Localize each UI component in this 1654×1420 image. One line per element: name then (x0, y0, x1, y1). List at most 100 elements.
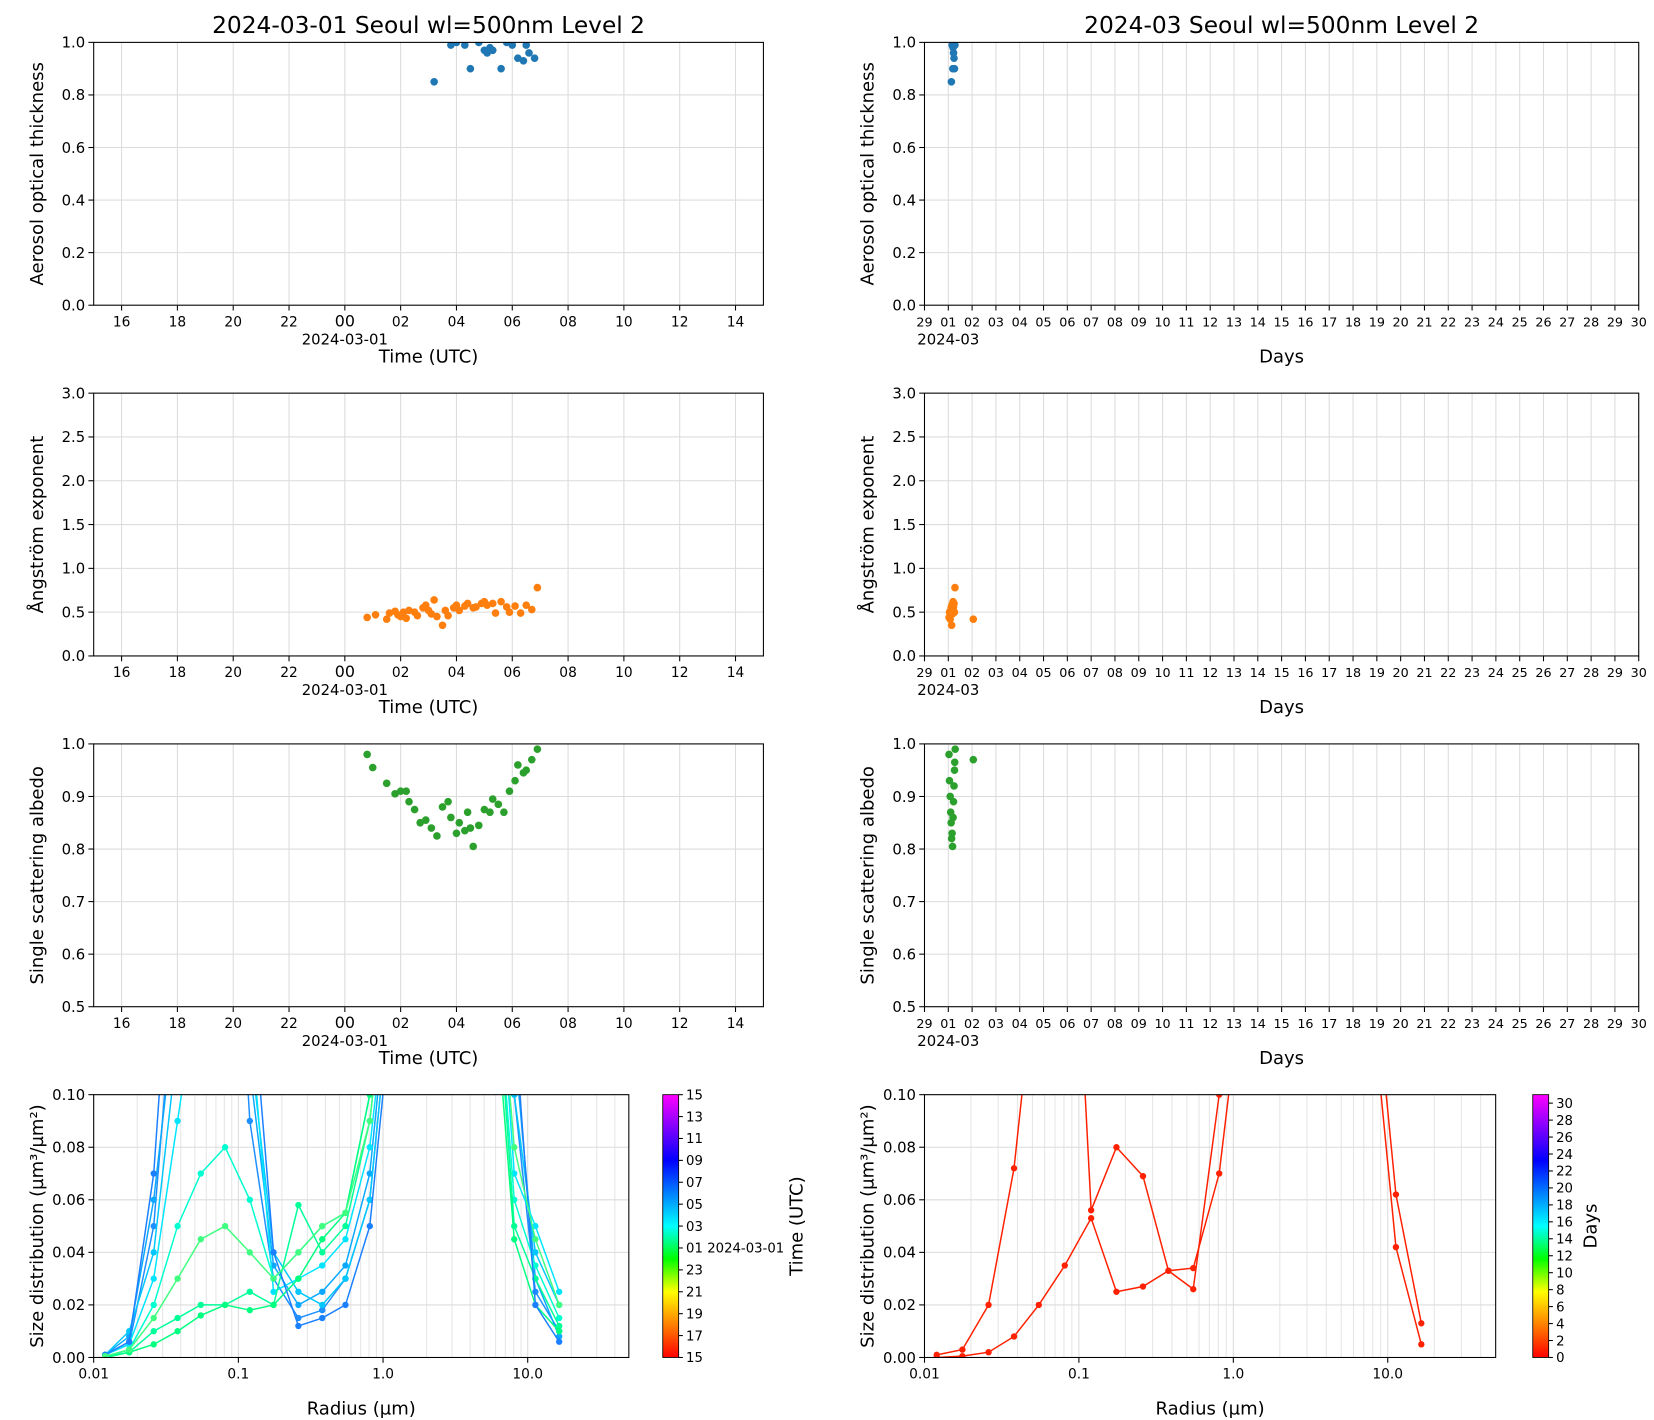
y-tick-label: 0.06 (883, 1192, 916, 1209)
point (522, 42, 531, 49)
x-tick-label: 27 (1559, 314, 1575, 329)
x-tick-label: 16 (1297, 1016, 1313, 1031)
point (555, 1328, 563, 1335)
point (415, 829, 421, 835)
point (1113, 1144, 1120, 1151)
point (1216, 1094, 1223, 1098)
point (430, 596, 438, 604)
plot-area (101, 566, 563, 1358)
x-tick-label: 15 (1274, 665, 1290, 680)
colorbar-tick-label: 17 (686, 1329, 703, 1344)
x-tick-label: 10.0 (512, 1367, 543, 1383)
point (497, 597, 505, 606)
point (455, 818, 464, 827)
point (527, 755, 536, 764)
x-tick-label: 29 (916, 314, 932, 329)
point (969, 755, 978, 764)
point (246, 1196, 253, 1203)
date-label: 2024-03-01 (302, 682, 388, 699)
x-tick-label: 03 (988, 1016, 1004, 1031)
point (486, 808, 494, 817)
y-tick-label: 0.2 (62, 245, 86, 262)
point (1241, 881, 1247, 887)
x-tick-label: 09 (1131, 665, 1147, 680)
y-tick-label: 0.0 (62, 297, 86, 314)
point (174, 1314, 181, 1322)
x-tick-label: 04 (1012, 314, 1028, 329)
point (319, 1249, 326, 1256)
x-tick-label: 11 (1178, 1016, 1194, 1031)
panel: 29 01 02 03 04 05 06 07 08 09 10 11 12 13 14 15 16 17 18 19… (858, 736, 1647, 1069)
x-tick-label: 06 (1059, 665, 1075, 680)
point (949, 813, 957, 822)
x-tick-label: 04 (448, 665, 466, 681)
x-tick-label: 22 (1440, 314, 1456, 329)
point (198, 566, 204, 572)
x-tick-label: 18 (169, 1016, 187, 1032)
x-tick-label: 29 (1607, 1016, 1623, 1031)
point (413, 611, 422, 620)
point (342, 1222, 349, 1230)
x-tick-label: 04 (448, 1016, 466, 1032)
colorbar-tick-label: 6 (1556, 1300, 1564, 1315)
x-tick-label: 27 (1559, 1016, 1575, 1031)
x-tick-label: 1.0 (372, 1367, 394, 1383)
point (150, 1314, 157, 1322)
point (270, 1301, 277, 1309)
point (950, 608, 959, 616)
panel: 16 18 20 22 00 02 04 06 08 10 12 14 0.0 0.2 0.4 0.6 0.8 1… (27, 12, 764, 367)
axes-frame (923, 41, 1640, 306)
y-tick-label: 0.6 (62, 946, 86, 963)
point (947, 77, 956, 86)
point (1392, 1191, 1400, 1198)
point (222, 829, 228, 835)
x-tick-label: 18 (169, 665, 187, 681)
x-tick-label: 28 (1583, 1016, 1599, 1031)
x-tick-label: 08 (559, 1016, 577, 1032)
y-tick-label: 0.8 (892, 87, 916, 104)
x-tick-label: 18 (169, 314, 187, 330)
point (174, 1222, 181, 1230)
point (1190, 1285, 1197, 1293)
y-tick-label: 0.6 (892, 140, 916, 157)
point (221, 1222, 229, 1230)
point (466, 64, 475, 73)
point (363, 613, 371, 622)
point (487, 829, 493, 835)
x-tick-label: 19 (1369, 314, 1385, 329)
point (555, 1314, 563, 1322)
x-tick-label: 14 (1250, 1016, 1266, 1031)
x-tick-label: 08 (559, 665, 577, 681)
plot-area (945, 745, 978, 851)
point (487, 776, 493, 782)
point (439, 671, 445, 677)
colorbar-tick-label: 2 (1556, 1334, 1564, 1349)
x-tick-label: 02 (392, 1016, 410, 1032)
point (197, 1301, 204, 1309)
x-tick-label: 05 (1035, 665, 1051, 680)
point (246, 1249, 253, 1256)
y-tick-label: 0.04 (52, 1245, 85, 1262)
y-tick-label: 0.7 (892, 894, 916, 911)
colorbar-tick-label: 18 (1556, 1199, 1573, 1214)
x-tick-label: 19 (1369, 1016, 1385, 1031)
point (390, 986, 396, 992)
x-tick-label: 11 (1178, 314, 1194, 329)
x-tick-label: 15 (1274, 1016, 1290, 1031)
x-tick-label: 04 (448, 314, 466, 330)
point (463, 724, 469, 730)
x-tick-label: 18 (1345, 314, 1361, 329)
point (126, 1338, 133, 1345)
point (270, 1275, 277, 1282)
x-tick-label: 09 (1131, 1016, 1147, 1031)
x-tick-label: 29 (916, 665, 932, 680)
panel: 29 01 02 03 04 05 06 07 08 09 10 11 12 13 14 15 16 17 18 19… (858, 12, 1647, 368)
colorbar-tick-label: 4 (1556, 1317, 1564, 1332)
point (1062, 697, 1068, 703)
point (342, 1275, 349, 1282)
x-tick-label: 22 (280, 665, 298, 681)
x-axis-label: Days (1259, 1048, 1304, 1069)
point (951, 42, 959, 49)
point (390, 934, 396, 940)
x-tick-label: 00 (335, 311, 355, 330)
